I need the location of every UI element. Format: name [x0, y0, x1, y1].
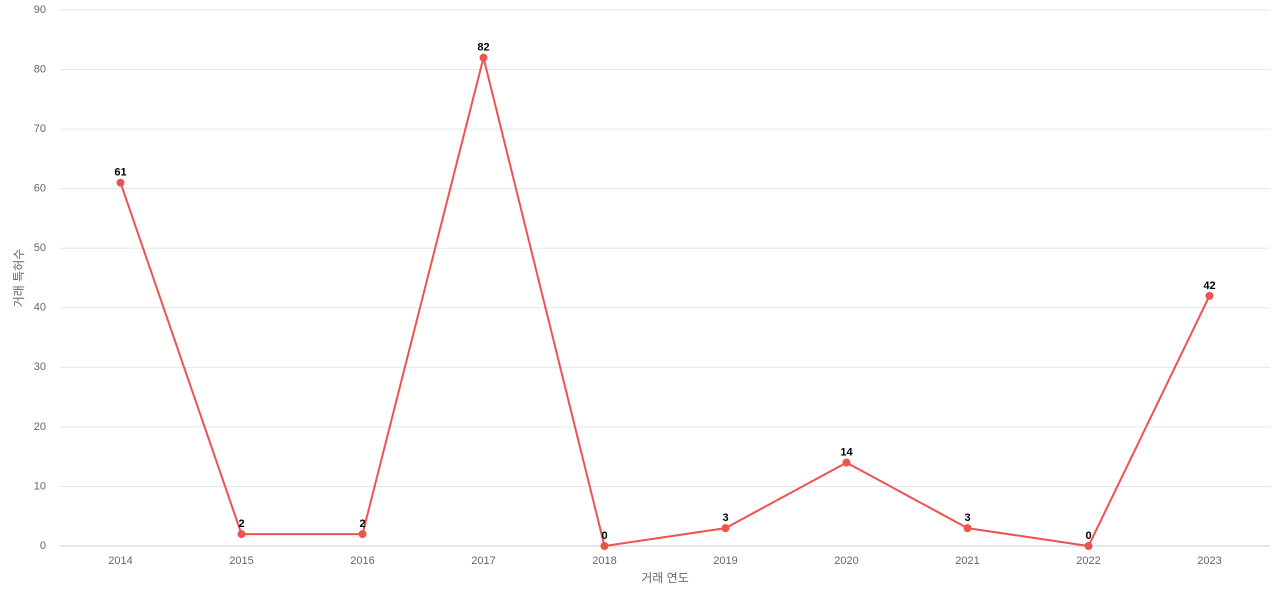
x-tick-label: 2017: [471, 555, 495, 567]
line: [119, 57, 1211, 548]
x-tick-label: 2014: [108, 555, 132, 567]
x-axis-title: 거래 연도: [641, 571, 689, 585]
y-tick-label: 60: [34, 183, 46, 195]
x-tick-label: 2015: [229, 555, 253, 567]
point: [237, 530, 246, 539]
y-tick-label: 90: [34, 4, 46, 16]
x-tick-label: 2018: [592, 555, 616, 567]
point: [721, 524, 730, 533]
y-tick-label: 10: [34, 480, 46, 492]
data-label: 14: [840, 447, 853, 459]
point: [600, 542, 609, 550]
x-tick-label: 2021: [955, 555, 979, 567]
data-label: 61: [114, 167, 126, 179]
y-tick-label: 40: [34, 302, 46, 314]
y-axis-title: 거래 특허수: [12, 249, 26, 308]
y-tick-label: 80: [34, 63, 46, 75]
x-tick-label: 2022: [1076, 555, 1100, 567]
point: [479, 53, 488, 62]
y-tick-label: 20: [34, 421, 46, 433]
point: [842, 458, 851, 467]
y-tick-label: 0: [40, 540, 46, 552]
x-tick-label: 2023: [1197, 555, 1221, 567]
data-label: 0: [601, 530, 607, 542]
data-label: 3: [964, 512, 970, 524]
data-label: 2: [238, 518, 244, 530]
data-label: 2: [359, 518, 365, 530]
data-label: 0: [1085, 530, 1091, 542]
point: [358, 530, 367, 539]
point: [116, 178, 125, 187]
x-tick-label: 2016: [350, 555, 374, 567]
data-label: 3: [722, 512, 728, 524]
point: [1084, 542, 1093, 550]
y-tick-label: 30: [34, 361, 46, 373]
y-tick-label: 50: [34, 242, 46, 254]
x-tick-label: 2019: [713, 555, 737, 567]
point: [963, 524, 972, 533]
data-label: 82: [477, 42, 489, 54]
data-label: 42: [1203, 280, 1215, 292]
point: [1205, 291, 1214, 300]
x-tick-label: 2020: [834, 555, 858, 567]
y-tick-label: 70: [34, 123, 46, 135]
